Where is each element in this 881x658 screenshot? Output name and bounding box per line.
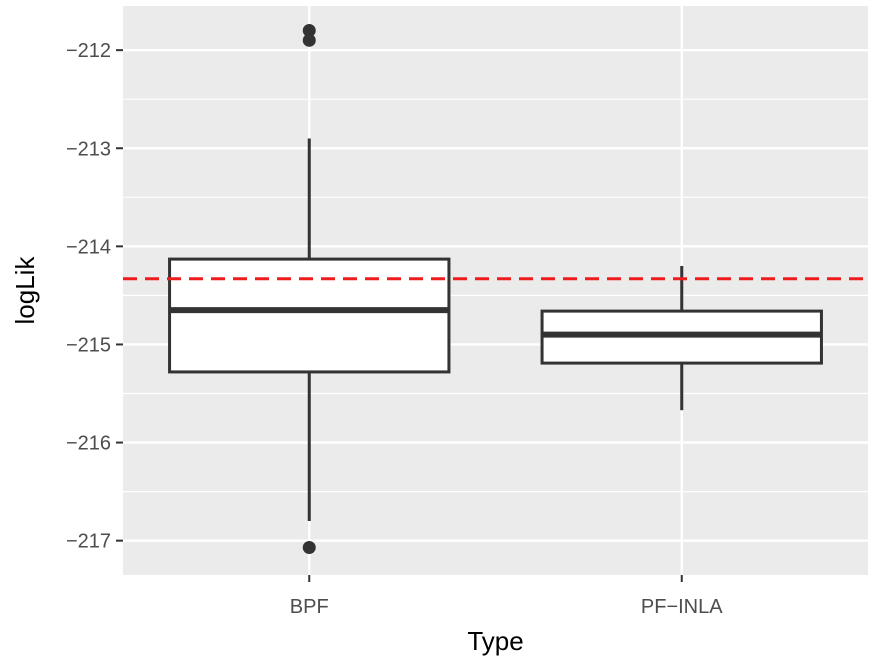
y-axis: −212 −213 −214 −215 −216 −217	[66, 40, 123, 553]
outlier-point	[302, 24, 316, 38]
y-tick-label: −217	[66, 531, 111, 553]
y-tick-label: −213	[66, 138, 111, 160]
outlier-point	[302, 33, 316, 47]
y-tick-label: −212	[66, 40, 111, 62]
x-axis-title: Type	[467, 626, 523, 656]
box-iqr	[168, 257, 451, 374]
y-tick-label: −215	[66, 334, 111, 356]
box-2	[540, 265, 823, 411]
outlier-point	[302, 541, 316, 555]
y-tick-label: −216	[66, 433, 111, 455]
x-tick-label: PF−INLA	[641, 596, 723, 618]
y-axis-title: logLik	[10, 256, 40, 325]
x-axis: BPF PF−INLA	[290, 575, 723, 618]
x-tick-label: BPF	[290, 596, 329, 618]
y-tick-label: −214	[66, 236, 111, 258]
